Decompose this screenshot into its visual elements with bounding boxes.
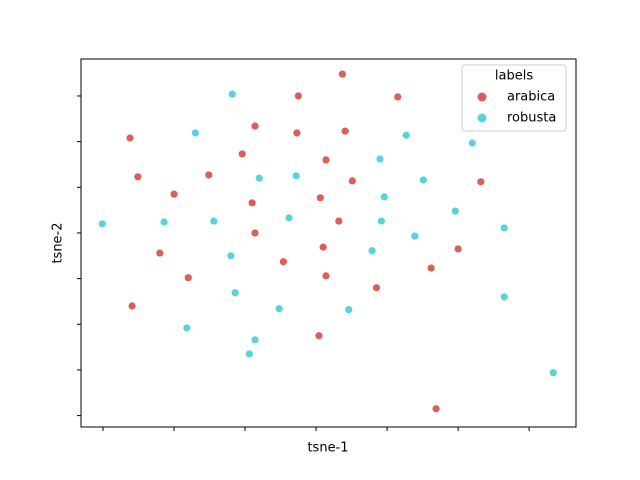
point <box>477 178 485 186</box>
point <box>341 127 349 135</box>
point <box>376 155 384 163</box>
point <box>345 306 353 314</box>
point <box>380 193 388 201</box>
point <box>184 274 192 282</box>
point <box>251 229 259 237</box>
point <box>160 218 168 226</box>
point <box>377 217 386 225</box>
point <box>468 139 476 147</box>
point <box>228 90 236 98</box>
point <box>134 173 142 181</box>
point <box>170 190 178 198</box>
point <box>98 220 106 228</box>
point <box>322 272 330 280</box>
point <box>315 332 323 340</box>
point <box>411 232 419 240</box>
point <box>231 289 239 297</box>
legend-box <box>461 64 567 132</box>
point <box>156 249 164 257</box>
point <box>227 252 235 260</box>
point <box>500 224 508 232</box>
point <box>245 350 253 358</box>
point <box>316 194 324 202</box>
point <box>335 217 343 225</box>
legend-label: robusta <box>507 111 556 126</box>
y-axis-label: tsne-2 <box>51 222 66 263</box>
point <box>285 214 293 222</box>
point <box>432 405 440 413</box>
point <box>126 134 134 142</box>
point <box>294 92 302 100</box>
point <box>427 264 435 272</box>
point <box>191 129 199 137</box>
point <box>251 336 259 344</box>
point <box>348 177 356 185</box>
x-axis-label: tsne-1 <box>307 441 348 456</box>
point <box>549 369 557 377</box>
plot-frame <box>80 58 577 428</box>
point <box>372 284 381 292</box>
point <box>451 207 459 215</box>
point <box>500 293 508 301</box>
legend-title: labels <box>495 69 533 84</box>
point <box>402 131 410 139</box>
point <box>251 122 259 130</box>
point <box>210 217 218 225</box>
legend-label: arabica <box>507 90 555 105</box>
point <box>394 93 402 101</box>
point <box>205 171 213 179</box>
point <box>275 305 283 313</box>
point <box>322 156 330 164</box>
point <box>279 258 288 266</box>
point <box>293 129 301 137</box>
point <box>183 324 191 332</box>
point <box>292 172 300 180</box>
legend-marker <box>477 113 487 123</box>
legend-marker <box>477 92 487 102</box>
point <box>368 247 376 255</box>
point <box>419 176 427 184</box>
point <box>319 243 327 251</box>
point <box>255 174 263 182</box>
point <box>248 199 256 207</box>
point <box>338 70 346 78</box>
point <box>454 245 462 253</box>
point <box>238 150 246 158</box>
point <box>128 302 136 310</box>
